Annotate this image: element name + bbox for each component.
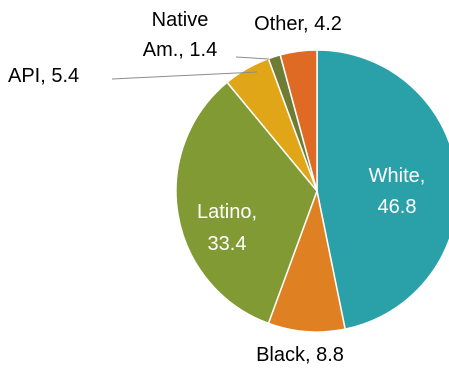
data-label-black: Black, 8.8 xyxy=(256,344,344,366)
data-label-white-line-2: 46.8 xyxy=(378,196,417,218)
data-label-other: Other, 4.2 xyxy=(254,13,342,35)
leader-line-native-am xyxy=(235,56,270,60)
data-label-latino-line-2: 33.4 xyxy=(208,233,247,255)
pie-slice-other xyxy=(279,49,318,192)
data-label-native-am-line-2: Am., 1.4 xyxy=(143,39,217,61)
leader-line-api xyxy=(111,71,258,80)
data-label-api: API, 5.4 xyxy=(8,65,79,87)
pie-slice-white xyxy=(316,49,449,330)
pie-slice-latino xyxy=(175,81,318,325)
data-label-white-line-1: White, xyxy=(369,165,426,187)
data-label-native-am-line-1: Native xyxy=(152,9,209,31)
data-label-latino-line-1: Latino, xyxy=(197,201,257,223)
